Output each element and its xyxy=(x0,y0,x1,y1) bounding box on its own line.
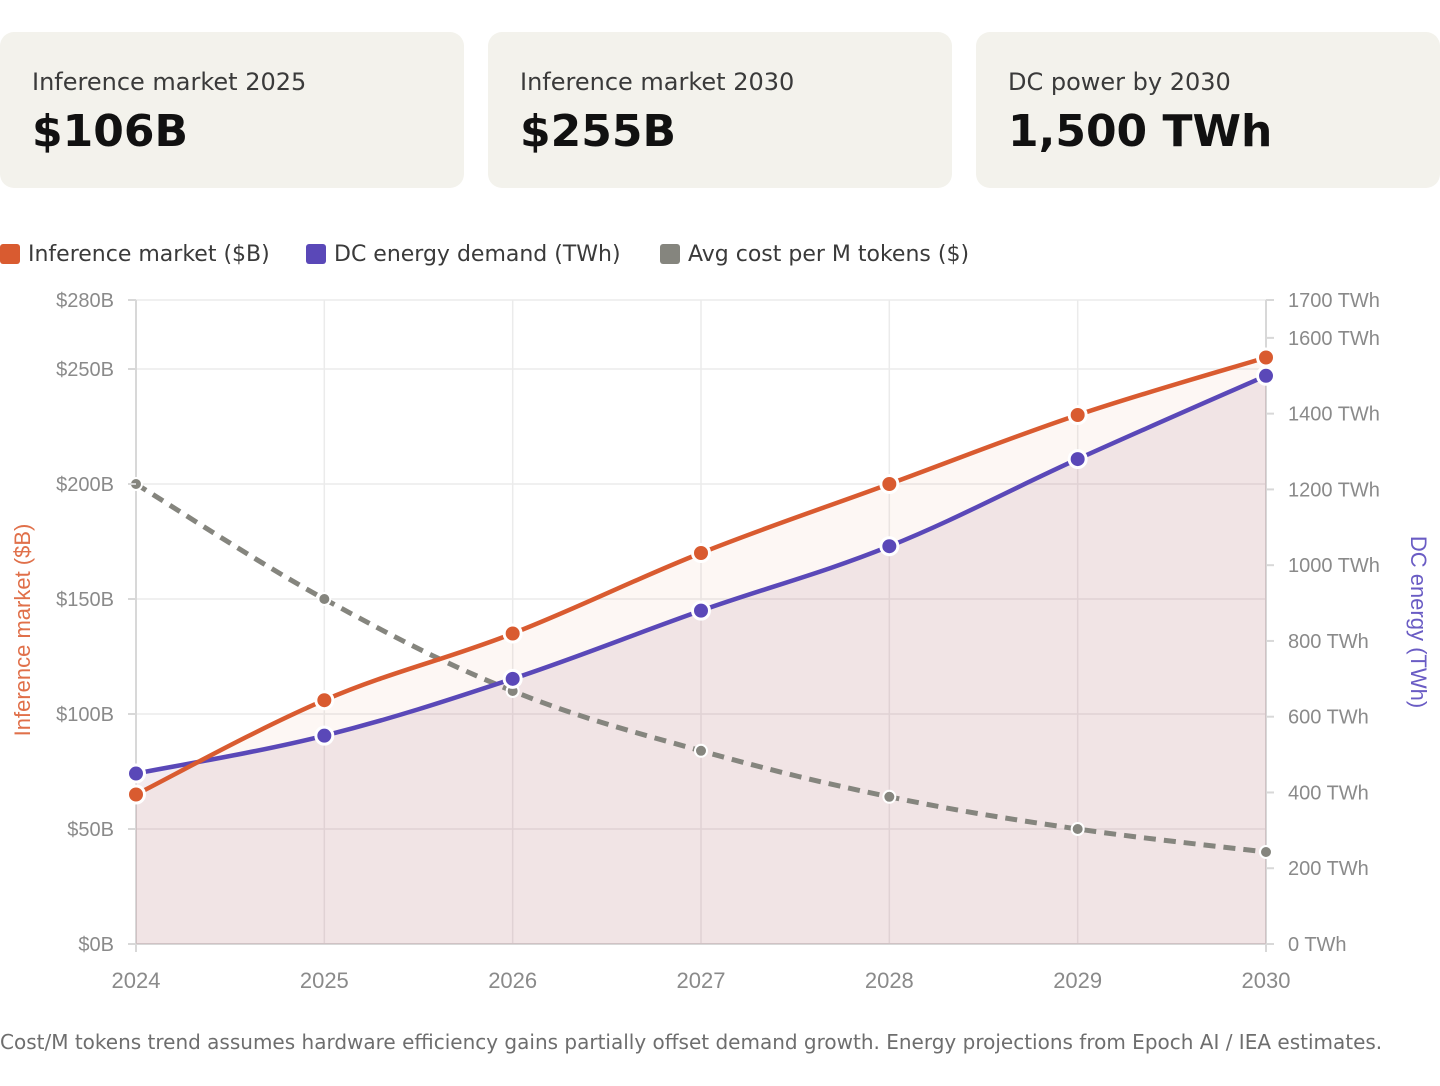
right-axis-tick-label: 0 TWh xyxy=(1288,934,1347,956)
legend-item-avg-cost[interactable]: Avg cost per M tokens ($) xyxy=(660,238,969,270)
avg-cost-point xyxy=(317,592,332,606)
legend-swatch xyxy=(660,244,680,264)
inference-market-point xyxy=(126,784,146,805)
left-axis-tick-label: $0B xyxy=(78,934,114,956)
right-axis-tick-label: 1200 TWh xyxy=(1288,479,1380,501)
legend-item-inference-market[interactable]: Inference market ($B) xyxy=(0,238,270,270)
left-axis-tick-label: $250B xyxy=(56,359,114,381)
x-axis-tick-label: 2030 xyxy=(1242,968,1291,993)
dc-energy-point xyxy=(502,668,523,689)
legend-label: DC energy demand (TWh) xyxy=(334,241,621,267)
dc-energy-point xyxy=(691,600,711,621)
dc-energy-area xyxy=(136,375,1266,944)
stat-card-label: DC power by 2030 xyxy=(1008,68,1231,96)
x-axis-tick-label: 2026 xyxy=(488,968,537,993)
avg-cost-point xyxy=(1259,845,1273,859)
inference-market-point xyxy=(1067,405,1088,425)
right-axis-tick-label: 400 TWh xyxy=(1288,782,1369,804)
right-axis-tick-label: 200 TWh xyxy=(1288,858,1369,880)
stat-card-inference-2030: Inference market 2030 $255B xyxy=(488,32,952,188)
legend-swatch xyxy=(0,244,20,264)
left-axis-tick-label: $50B xyxy=(67,819,114,841)
x-axis-tick-label: 2024 xyxy=(112,968,161,993)
inference-market-point xyxy=(502,623,523,644)
x-axis-tick-label: 2025 xyxy=(300,968,349,993)
left-axis-tick-label: $150B xyxy=(56,589,114,611)
avg-cost-point xyxy=(1070,822,1085,836)
right-axis-tick-label: 1600 TWh xyxy=(1288,328,1380,350)
inference-market-point xyxy=(1256,347,1276,368)
inference-market-point xyxy=(879,474,900,494)
x-axis-tick-label: 2028 xyxy=(865,968,914,993)
legend-swatch xyxy=(306,244,326,264)
right-axis-tick-label: 800 TWh xyxy=(1288,631,1369,653)
line-chart: $0B $50B $100B $150B $200B $250B $280B 0 TWh 200… xyxy=(10,290,1431,993)
left-axis-title: Inference market ($B) xyxy=(10,524,35,737)
stat-card-dc-power-2030: DC power by 2030 1,500 TWh xyxy=(976,32,1440,188)
inference-market-point xyxy=(314,690,335,711)
x-axis-tick-label: 2027 xyxy=(677,968,726,993)
left-axis-tick-label: $280B xyxy=(56,290,114,312)
chart-legend: Inference market ($B) DC energy demand (… xyxy=(0,238,1440,270)
right-axis-tick-label: 600 TWh xyxy=(1288,707,1369,729)
inference-market-point xyxy=(691,543,711,563)
avg-cost-point xyxy=(882,789,897,804)
stat-card-inference-2025: Inference market 2025 $106B xyxy=(0,32,464,188)
right-axis-tick-label: 1400 TWh xyxy=(1288,404,1380,426)
stat-cards: Inference market 2025 $106B Inference ma… xyxy=(0,32,1440,188)
stat-card-value: $106B xyxy=(32,106,188,157)
right-axis-tick-label: 1000 TWh xyxy=(1288,555,1380,577)
left-axis-tick-label: $100B xyxy=(56,704,114,726)
left-axis-tick-label: $200B xyxy=(56,474,114,496)
legend-label: Avg cost per M tokens ($) xyxy=(688,241,970,267)
stat-card-label: Inference market 2025 xyxy=(32,68,307,96)
dc-energy-point xyxy=(126,763,146,784)
legend-label: Inference market ($B) xyxy=(28,241,270,267)
chart-footnote: Cost/M tokens trend assumes hardware eff… xyxy=(0,1030,1383,1054)
right-axis-tick-label: 1700 TWh xyxy=(1288,290,1380,312)
dc-energy-point xyxy=(1067,449,1088,470)
dc-energy-point xyxy=(879,536,900,557)
dc-energy-point xyxy=(1256,365,1276,386)
dc-energy-point xyxy=(314,725,335,746)
x-axis-tick-label: 2029 xyxy=(1053,968,1102,993)
stat-card-value: 1,500 TWh xyxy=(1008,106,1273,157)
avg-cost-point xyxy=(694,743,708,758)
right-axis-title: DC energy (TWh) xyxy=(1406,536,1431,708)
stat-card-label: Inference market 2030 xyxy=(520,68,795,96)
legend-item-dc-energy[interactable]: DC energy demand (TWh) xyxy=(306,238,621,270)
stat-card-value: $255B xyxy=(520,106,676,157)
